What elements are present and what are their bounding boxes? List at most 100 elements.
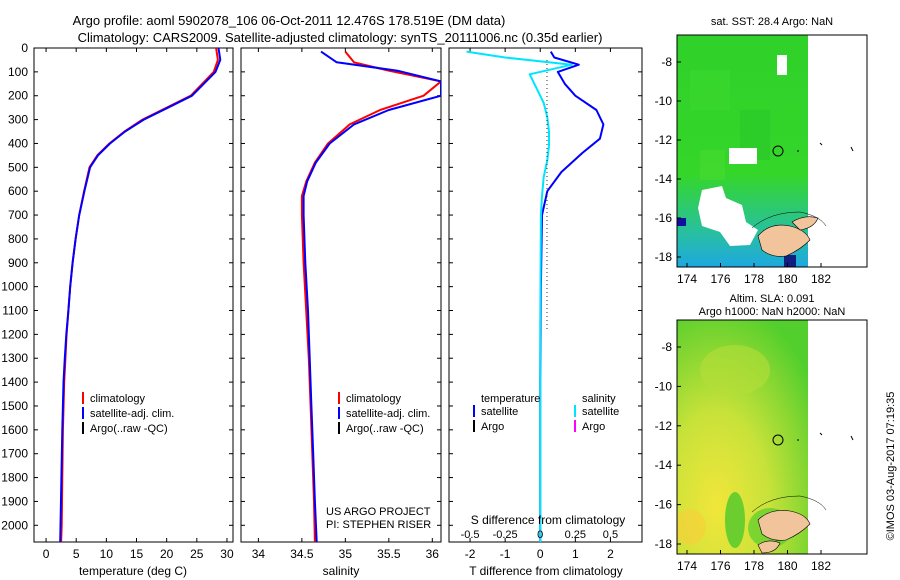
x-tick-label: 35	[339, 547, 353, 561]
sst-map-title: sat. SST: 28.4 Argo: NaN	[711, 16, 833, 28]
reef-outline	[751, 495, 827, 513]
depth-tick-label: 1400	[1, 375, 28, 389]
depth-axis: 0 100 200 300 400 500 600 700 800 900 1000 1100 1200…	[1, 41, 642, 532]
map-y-tick-label: -10	[655, 379, 673, 393]
sla-nodata-east	[808, 320, 867, 554]
map-y-tick-label: -12	[655, 419, 673, 433]
depth-tick-label: 500	[8, 160, 28, 174]
legend-label-temp-satellite: satellite	[481, 406, 518, 418]
x-tick-label: 5	[73, 547, 80, 561]
salinity-x-axis: 34 34.5 35 35.5 36	[252, 48, 440, 561]
pi-label: PI: STEPHEN RISER	[326, 519, 431, 531]
map-y-tick-label: -16	[655, 211, 673, 225]
map-y-tick-label: -16	[655, 498, 673, 512]
depth-tick-label: 1800	[1, 471, 28, 485]
argo-position-marker	[772, 145, 784, 157]
map-y-tick-label: -10	[655, 94, 673, 108]
legend-label-sal-satellite: satellite	[582, 406, 619, 418]
temperature-legend: climatology satellite-adj. clim. Argo(..…	[82, 392, 174, 435]
fiji-island	[757, 510, 811, 541]
difference-legend: temperature satellite Argo salinity sate…	[473, 393, 619, 433]
sst-nodata	[698, 186, 758, 246]
legend-label-temp-argo: Argo	[481, 421, 504, 433]
small-island	[850, 435, 854, 441]
sst-nodata	[777, 55, 787, 75]
legend-label-sal-argo: Argo	[582, 421, 605, 433]
x-tick-label: 10	[100, 547, 114, 561]
fiji-island	[757, 224, 811, 257]
x-tick-label: -2	[465, 547, 476, 561]
map-x-tick-label: 176	[710, 559, 730, 573]
fiji-island	[791, 216, 819, 231]
top-tick-label: 0.5	[603, 529, 618, 541]
figure-title-line2: Climatology: CARS2009. Satellite-adjuste…	[78, 30, 603, 45]
small-island	[819, 142, 823, 146]
x-tick-label: 15	[130, 547, 144, 561]
sla-feature	[725, 492, 745, 548]
legend-label-satellite: satellite-adj. clim.	[346, 408, 430, 420]
series-line-satellite-adj-clim-	[59, 48, 222, 542]
argo-position-marker	[772, 434, 784, 446]
x-tick-label: 30	[220, 547, 234, 561]
small-island	[819, 432, 823, 436]
sst-nodata	[729, 148, 757, 164]
x-tick-label: 35.5	[377, 547, 401, 561]
x-tick-label: 0	[537, 547, 544, 561]
temperature-series	[59, 48, 222, 542]
x-tick-label: 0	[43, 547, 50, 561]
figure-title-line1: Argo profile: aoml 5902078_106 06-Oct-20…	[73, 13, 506, 28]
sla-feature	[677, 509, 706, 545]
sla-map: Altim. SLA: 0.091 Argo h1000: NaN h2000:…	[655, 293, 868, 573]
map-x-tick-label: 180	[777, 559, 797, 573]
sst-cold-cell	[677, 218, 686, 226]
legend-label-argo: Argo(..raw -QC)	[90, 423, 168, 435]
map-x-tick-label: 180	[777, 272, 797, 286]
project-label: US ARGO PROJECT	[326, 506, 431, 518]
legend-label-climatology: climatology	[90, 393, 146, 405]
sla-map-title-line1: Altim. SLA: 0.091	[730, 293, 815, 305]
series-line-temperature-satellite	[539, 51, 605, 542]
depth-tick-label: 700	[8, 208, 28, 222]
map-x-tick-label: 178	[744, 272, 764, 286]
map-x-tick-label: 174	[677, 559, 697, 573]
salinity-panel-frame	[240, 47, 442, 543]
x-tick-label: 36	[426, 547, 440, 561]
depth-tick-label: 300	[8, 113, 28, 127]
difference-top-xlabel: S difference from climatology	[471, 513, 626, 527]
x-tick-label: 34	[252, 547, 266, 561]
sla-feature	[700, 345, 770, 395]
depth-tick-label: 600	[8, 184, 28, 198]
salinity-series	[300, 50, 441, 542]
x-tick-label: -1	[500, 547, 511, 561]
depth-tick-label: 1200	[1, 327, 28, 341]
top-tick-label: 0.25	[565, 529, 586, 541]
depth-tick-label: 1300	[1, 351, 28, 365]
legend-label-climatology: climatology	[346, 393, 402, 405]
map-y-tick-label: -18	[655, 537, 673, 551]
depth-tick-label: 2000	[1, 518, 28, 532]
legend-label-satellite: satellite-adj. clim.	[90, 408, 174, 420]
map-y-tick-label: -8	[661, 55, 672, 69]
depth-tick-label: 1900	[1, 494, 28, 508]
sla-map-title-line2: Argo h1000: NaN h2000: NaN	[699, 306, 846, 318]
imos-credit: ©IMOS 03-Aug-2017 07:19:35	[885, 392, 897, 541]
sst-map: sat. SST: 28.4 Argo: NaN 174 176 178 180 182…	[655, 16, 868, 286]
depth-tick-label: 400	[8, 136, 28, 150]
depth-tick-label: 200	[8, 89, 28, 103]
fiji-island	[757, 540, 781, 554]
difference-series	[466, 50, 605, 542]
depth-tick-label: 1100	[2, 304, 28, 318]
depth-tick-label: 1600	[1, 423, 28, 437]
map-y-tick-label: -14	[655, 458, 673, 472]
temperature-panel-frame	[33, 47, 234, 543]
salinity-legend: climatology satellite-adj. clim. Argo(..…	[338, 392, 430, 435]
legend-label-argo: Argo(..raw -QC)	[346, 423, 424, 435]
reef-outline	[751, 211, 827, 229]
sst-nodata-east	[808, 35, 867, 267]
map-y-tick-label: -12	[655, 133, 673, 147]
top-tick-label: -0.5	[461, 529, 480, 541]
legend-title-temperature: temperature	[481, 393, 540, 405]
map-x-tick-label: 182	[811, 272, 831, 286]
depth-tick-label: 1500	[1, 399, 28, 413]
